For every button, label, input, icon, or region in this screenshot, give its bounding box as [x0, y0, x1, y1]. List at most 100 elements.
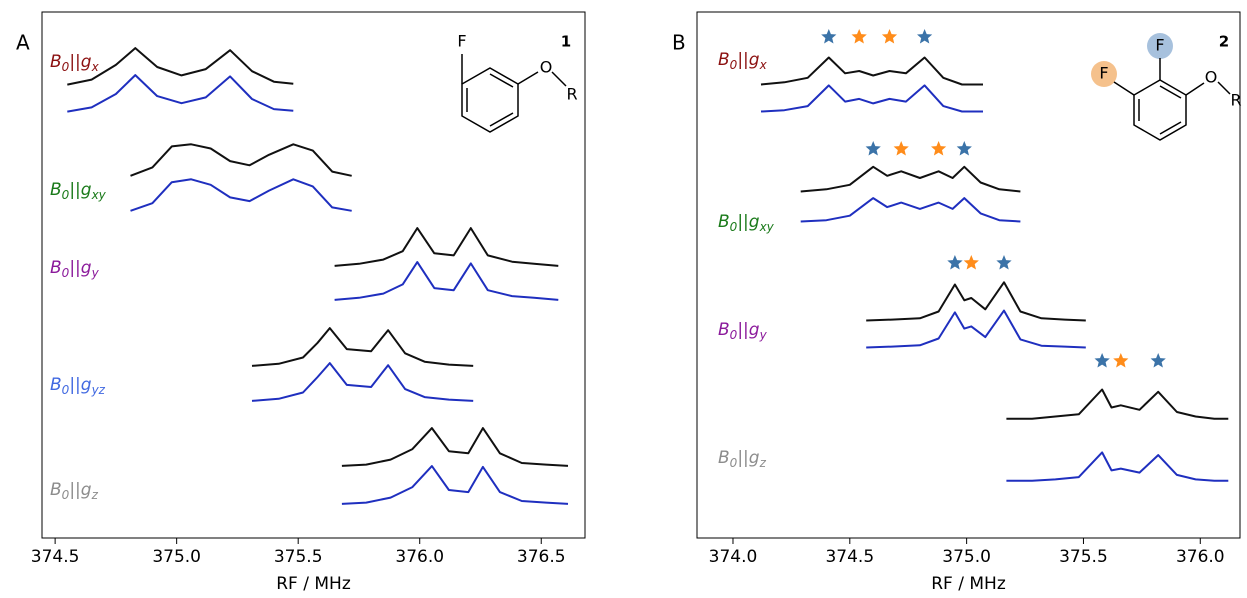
- label-subscript: 0: [62, 488, 70, 502]
- label-subscript: y: [759, 328, 768, 342]
- label-text: ||g: [69, 375, 91, 395]
- peak-star: [851, 29, 867, 44]
- compound-number: 1: [561, 33, 571, 51]
- peak-star: [963, 255, 979, 270]
- spectrum: [130, 178, 352, 212]
- peak-star: [1094, 353, 1110, 368]
- spectrum: [1006, 388, 1229, 420]
- molecule-1-bonds: [461, 54, 567, 133]
- label-subscript: 0: [62, 266, 70, 280]
- panel-label: A: [16, 31, 30, 55]
- atom-label: O: [540, 58, 553, 77]
- peak-star: [821, 29, 837, 44]
- spectrum: [341, 465, 569, 505]
- peak-star: [931, 141, 947, 156]
- label-subscript: xy: [759, 220, 775, 234]
- spectrum: [67, 74, 294, 113]
- atom-label: F: [1099, 64, 1108, 83]
- atom-label: R: [1230, 91, 1241, 110]
- orientation-label: B0||gx: [50, 52, 100, 74]
- spectrum: [760, 84, 983, 113]
- atom-label: F: [457, 32, 466, 51]
- x-tick-label: 374.0: [709, 547, 758, 567]
- label-subscript: z: [91, 488, 99, 502]
- label-text: B: [50, 52, 62, 72]
- x-tick-label: 375.5: [1059, 547, 1108, 567]
- label-text: ||g: [737, 448, 759, 468]
- peak-star: [865, 141, 881, 156]
- label-subscript: yz: [91, 383, 106, 397]
- label-text: B: [718, 212, 730, 232]
- peak-star: [917, 29, 933, 44]
- label-subscript: 0: [62, 383, 70, 397]
- x-tick-label: 375.0: [942, 547, 991, 567]
- x-tick-label: 376.0: [1176, 547, 1225, 567]
- label-text: B: [718, 448, 730, 468]
- atom-label: O: [1205, 68, 1218, 87]
- label-subscript: xy: [91, 188, 107, 202]
- label-subscript: 0: [730, 456, 738, 470]
- x-tick-label: 376.5: [517, 547, 566, 567]
- label-text: B: [718, 320, 730, 340]
- label-text: ||g: [737, 50, 759, 70]
- x-axis-label: RF / MHz: [276, 574, 351, 594]
- spectrum: [334, 227, 559, 267]
- spectrum: [251, 327, 474, 367]
- peak-star: [996, 255, 1012, 270]
- label-subscript: y: [91, 266, 100, 280]
- label-subscript: z: [759, 456, 767, 470]
- spectrum: [130, 143, 352, 177]
- peak-star: [947, 255, 963, 270]
- spectrum: [1006, 451, 1229, 482]
- label-text: B: [50, 480, 62, 500]
- label-text: ||g: [737, 212, 759, 232]
- atom-label: R: [566, 85, 577, 104]
- x-tick-label: 375.5: [274, 547, 323, 567]
- highlight-circle: [1147, 33, 1173, 59]
- peak-star: [893, 141, 909, 156]
- orientation-label: B0||gxy: [718, 212, 775, 234]
- orientation-label: B0||gy: [718, 320, 768, 342]
- x-axis-label: RF / MHz: [931, 574, 1006, 594]
- molecule-2-bonds: [1091, 33, 1231, 141]
- label-text: ||g: [69, 480, 91, 500]
- x-tick-label: 374.5: [825, 547, 874, 567]
- label-subscript: 0: [730, 220, 738, 234]
- label-subscript: 0: [62, 60, 70, 74]
- label-text: ||g: [69, 52, 91, 72]
- spectrum: [251, 362, 474, 402]
- atom-label: F: [1155, 36, 1164, 55]
- spectrum: [866, 309, 1086, 349]
- compound-number: 2: [1219, 33, 1229, 51]
- label-subscript: 0: [730, 58, 738, 72]
- orientation-label: B0||gx: [718, 50, 768, 72]
- peak-star: [1150, 353, 1166, 368]
- label-text: ||g: [69, 258, 91, 278]
- spectrum: [800, 165, 1021, 193]
- label-text: ||g: [69, 180, 91, 200]
- x-tick-label: 374.5: [31, 547, 80, 567]
- panel-label: B: [672, 31, 686, 55]
- spectrum: [866, 281, 1086, 322]
- spectrum: [67, 47, 294, 86]
- peak-star: [1113, 353, 1129, 368]
- orientation-label: B0||gyz: [50, 375, 106, 397]
- label-text: B: [50, 375, 62, 395]
- highlight-circle: [1091, 61, 1117, 87]
- label-text: B: [50, 180, 62, 200]
- plot-frame: [41, 11, 586, 539]
- x-tick-label: 375.0: [152, 547, 201, 567]
- label-text: B: [50, 258, 62, 278]
- x-tick-label: 376.0: [395, 547, 444, 567]
- peak-star: [956, 141, 972, 156]
- spectrum: [341, 427, 569, 467]
- label-subscript: x: [759, 58, 768, 72]
- orientation-label: B0||gxy: [50, 180, 107, 202]
- spectrum: [800, 197, 1021, 223]
- orientation-label: B0||gz: [50, 480, 99, 502]
- orientation-label: B0||gz: [718, 448, 767, 470]
- label-text: ||g: [737, 320, 759, 340]
- plot-frame: [696, 11, 1241, 539]
- spectrum: [760, 56, 983, 86]
